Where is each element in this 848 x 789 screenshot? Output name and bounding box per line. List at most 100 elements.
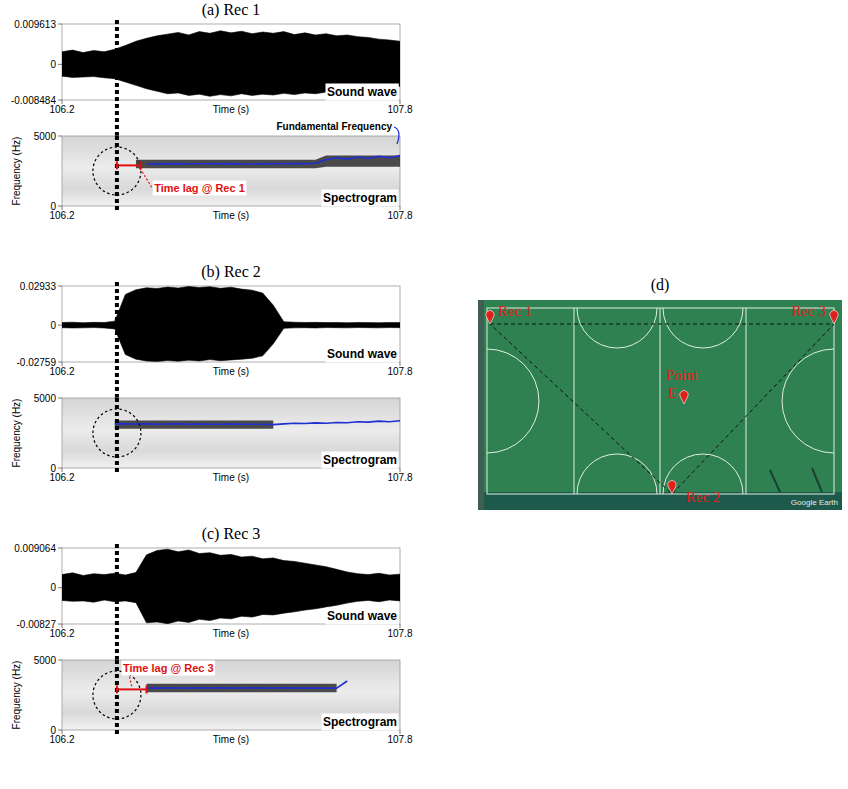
recorder-triangle	[490, 324, 834, 494]
label-patch	[325, 608, 398, 625]
spectrogram-ground	[62, 398, 400, 468]
f0-leader	[394, 127, 399, 144]
spec-marks	[115, 420, 400, 428]
time-lag-leader	[129, 674, 132, 686]
x-tick-label: 106.2	[49, 734, 74, 745]
time-lag-cap	[116, 161, 118, 169]
plot-frame	[62, 286, 400, 362]
y-tick	[58, 398, 62, 399]
map-label: Rec 3	[791, 303, 826, 319]
onset-circle	[93, 409, 141, 457]
spectrogram-label: Spectrogram	[323, 191, 397, 205]
plot-frame	[62, 24, 400, 100]
spectrogram-label: Spectrogram	[323, 715, 397, 729]
y-axis-title: Frequency (Hz)	[11, 137, 22, 206]
wave-label: Sound wave	[327, 347, 397, 361]
y-tick	[58, 136, 62, 137]
event-line	[115, 282, 119, 398]
y-tick-label: 5000	[34, 393, 57, 404]
x-tick-label: 107.8	[387, 366, 412, 377]
spectrogram-label: Spectrogram	[323, 453, 397, 467]
spec-marks	[136, 156, 400, 169]
label-patch	[321, 190, 398, 207]
x-axis-title: Time (s)	[213, 472, 249, 483]
spectrogram-ground	[62, 136, 400, 206]
event-line	[115, 544, 119, 660]
y-tick	[58, 325, 62, 326]
x-tick-label: 106.2	[49, 628, 74, 639]
map-credit: Google Earth	[791, 498, 838, 507]
map-label: Rec 1	[498, 303, 533, 319]
event-line	[115, 20, 119, 136]
x-tick-label: 107.8	[387, 472, 412, 483]
time-lag-cap	[146, 685, 148, 693]
sound-wave-envelope	[62, 549, 400, 624]
y-tick	[58, 548, 62, 549]
x-axis-title: Time (s)	[213, 366, 249, 377]
x-tick-label: 106.2	[49, 472, 74, 483]
pitch-arc	[577, 454, 657, 494]
map-ground	[478, 300, 842, 510]
y-tick	[58, 468, 62, 469]
pitch-border	[487, 308, 834, 494]
time-lag-label: Time lag @ Rec 3	[123, 662, 214, 674]
label-patch	[121, 661, 215, 676]
y-tick	[58, 587, 62, 588]
pitch-arc	[487, 349, 539, 453]
y-tick-label: 5000	[34, 131, 57, 142]
map: Rec 1 Rec 3 Rec 2 Point E Google Earth	[478, 300, 842, 510]
y-tick-label: 0	[50, 320, 56, 331]
panel-title: (a) Rec 1	[202, 1, 261, 19]
map-label: Rec 2	[686, 489, 721, 505]
y-tick	[58, 100, 62, 101]
x-tick-label: 106.2	[49, 366, 74, 377]
y-tick-label: 0.02933	[20, 281, 57, 292]
y-tick	[58, 24, 62, 25]
y-tick	[58, 624, 62, 625]
shadow	[770, 470, 780, 492]
y-axis-title: Frequency (Hz)	[11, 399, 22, 468]
location-pin	[680, 390, 688, 404]
time-lag-label: Time lag @ Rec 1	[154, 182, 245, 194]
energy-band	[136, 156, 400, 169]
x-axis-title: Time (s)	[213, 210, 249, 221]
location-pin	[668, 480, 676, 494]
y-tick	[58, 660, 62, 661]
wave-marks	[62, 549, 400, 624]
x-axis-title: Time (s)	[213, 734, 249, 745]
x-tick-label: 107.8	[387, 734, 412, 745]
location-pin	[830, 310, 838, 324]
time-lag-cap	[116, 685, 118, 693]
pitch-arc	[663, 454, 743, 494]
label-patch	[153, 181, 247, 196]
y-tick	[58, 362, 62, 363]
pitch-arc	[663, 308, 743, 348]
x-tick-label: 107.8	[387, 104, 412, 115]
x-tick-label: 107.8	[387, 210, 412, 221]
y-tick	[58, 730, 62, 731]
map-track	[478, 492, 842, 510]
time-lag-bar	[117, 164, 140, 166]
panel-title: (c) Rec 3	[202, 525, 261, 543]
x-tick-label: 107.8	[387, 628, 412, 639]
onset-circle	[93, 671, 141, 719]
figure: (a) Rec 1-0.00848400.009613106.2107.8Tim…	[0, 0, 848, 789]
label-line: E	[668, 385, 677, 401]
panel-title: (d)	[651, 276, 670, 294]
pitch-line	[660, 308, 661, 494]
label-line: Point	[666, 367, 699, 383]
map-label: Point E	[666, 367, 699, 401]
time-lag-leader	[140, 168, 152, 188]
label-patch	[321, 452, 398, 469]
x-tick-label: 106.2	[49, 210, 74, 221]
x-axis-title: Time (s)	[213, 104, 249, 115]
fundamental-frequency	[147, 681, 348, 688]
wave-label: Sound wave	[327, 609, 397, 623]
label-patch	[325, 84, 398, 101]
spec-marks	[147, 681, 348, 692]
location-pin	[486, 310, 494, 324]
x-tick-label: 106.2	[49, 104, 74, 115]
pitch-arc	[782, 349, 834, 453]
time-lag-bar	[117, 688, 147, 690]
fundamental-frequency	[147, 156, 401, 164]
